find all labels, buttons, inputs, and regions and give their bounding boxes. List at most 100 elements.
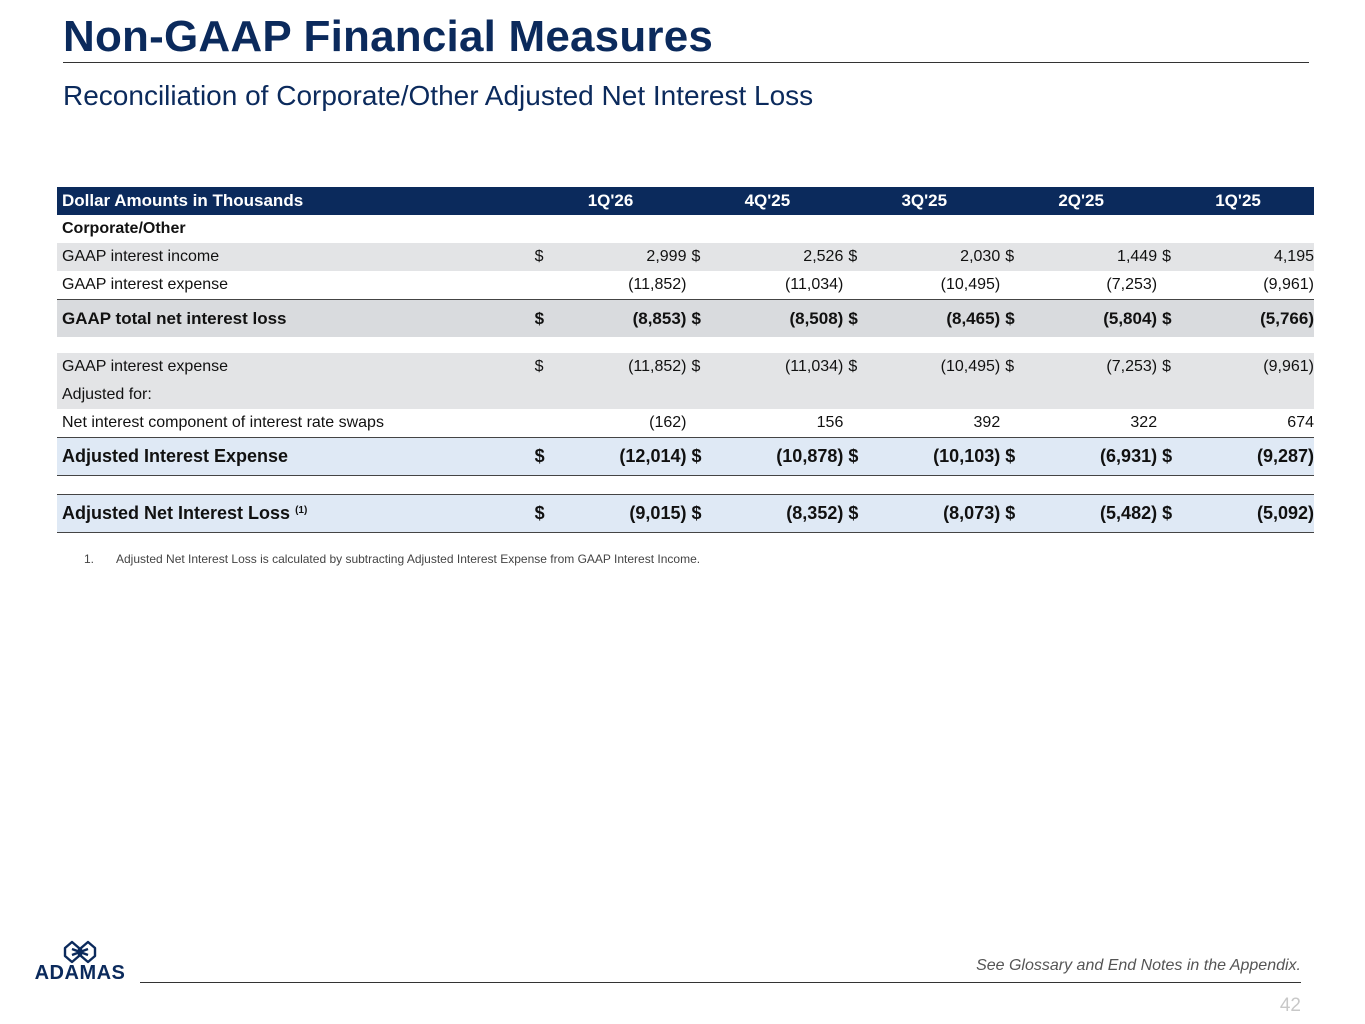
cell-value: (162) [649, 414, 687, 431]
cell-value: (11,852) [569, 353, 687, 381]
dollar-sign: $ [843, 437, 884, 476]
column-header: 1Q'25 [1157, 187, 1314, 215]
dollar-sign [530, 409, 570, 438]
cell-value: (8,073) [883, 494, 1001, 533]
dollar-sign [686, 271, 726, 300]
dollar-sign: $ [1157, 243, 1198, 271]
reconciliation-table: Dollar Amounts in Thousands 1Q'26 4Q'25 … [57, 187, 1314, 533]
cell-value: 156 [816, 414, 844, 431]
dollar-sign [686, 409, 726, 438]
cell-value: (10,495) [940, 276, 1001, 293]
cell-value: (9,961) [1263, 276, 1314, 293]
column-header: 2Q'25 [1000, 187, 1158, 215]
cell-value: (8,508) [726, 299, 844, 337]
dollar-sign: $ [1000, 353, 1041, 381]
dollar-sign: $ [529, 353, 570, 381]
cell-value: (9,287) [1197, 437, 1314, 476]
cell-value: 674 [1287, 414, 1314, 431]
row-label: Adjusted Net Interest Loss (1) [57, 494, 530, 533]
dollar-sign [1157, 409, 1197, 438]
dollar-sign: $ [1000, 494, 1041, 533]
total-row: Adjusted Interest Expense $ (12,014) $ (… [57, 437, 1314, 476]
row-label: GAAP interest income [57, 243, 530, 271]
cell-value: 322 [1130, 414, 1158, 431]
dollar-sign: $ [686, 437, 727, 476]
dollar-sign [530, 271, 570, 300]
dollar-sign: $ [843, 494, 884, 533]
cell-value: (11,034) [784, 276, 844, 293]
cell-value: (5,482) [1040, 494, 1158, 533]
dollar-sign: $ [686, 299, 727, 337]
cell-value: 392 [973, 414, 1001, 431]
cell-value: (8,352) [726, 494, 844, 533]
table-row: GAAP interest expense (11,852) (11,034) … [57, 271, 1314, 300]
dollar-sign [1157, 271, 1197, 300]
section-row: Corporate/Other [57, 215, 1314, 243]
dollar-sign: $ [686, 494, 727, 533]
row-label: Adjusted Interest Expense [57, 437, 530, 476]
dollar-sign [843, 409, 883, 438]
cell-value: (12,014) [569, 437, 687, 476]
table-row: Adjusted for: [57, 381, 1314, 409]
cell-value: (5,092) [1197, 494, 1314, 533]
page-title: Non-GAAP Financial Measures [63, 12, 714, 61]
footnote: 1. Adjusted Net Interest Loss is calculat… [84, 552, 700, 566]
cell-value: (7,253) [1040, 353, 1158, 381]
title-divider [63, 62, 1309, 63]
cell-value: 1,449 [1040, 243, 1158, 271]
cell-value: (11,852) [628, 276, 687, 293]
dollar-sign: $ [686, 353, 727, 381]
row-label: Net interest component of interest rate … [62, 414, 384, 431]
dollar-sign [1000, 271, 1040, 300]
row-label: GAAP total net interest loss [57, 299, 530, 337]
header-label: Dollar Amounts in Thousands [57, 187, 530, 215]
page-subtitle: Reconciliation of Corporate/Other Adjust… [63, 80, 814, 111]
footnote-number: 1. [84, 552, 95, 566]
column-header: 4Q'25 [686, 187, 844, 215]
table-row: Net interest component of interest rate … [57, 409, 1314, 438]
spacer-row [57, 337, 1314, 353]
cell-value: (9,015) [569, 494, 687, 533]
cell-value: (6,931) [1040, 437, 1158, 476]
cell-value: (5,766) [1197, 299, 1314, 337]
dollar-sign: $ [1157, 299, 1198, 337]
logo-wordmark: ADAMAS [34, 962, 126, 984]
cell-value: (5,804) [1040, 299, 1158, 337]
dollar-sign [843, 271, 883, 300]
cell-value: (9,961) [1197, 353, 1314, 381]
cell-value: (7,253) [1106, 276, 1158, 293]
cell-value: (8,465) [883, 299, 1001, 337]
column-header: 1Q'26 [529, 187, 687, 215]
footnote-ref: (1) [295, 505, 308, 516]
adamas-logo-icon [63, 940, 97, 964]
cell-value: (11,034) [726, 353, 844, 381]
cell-value: (8,853) [569, 299, 687, 337]
dollar-sign: $ [843, 299, 884, 337]
cell-value: 4,195 [1197, 243, 1314, 271]
footer-divider [140, 982, 1301, 983]
total-row: Adjusted Net Interest Loss (1) $ (9,015)… [57, 494, 1314, 533]
column-header: 3Q'25 [843, 187, 1001, 215]
dollar-sign: $ [529, 243, 570, 271]
dollar-sign [1000, 409, 1040, 438]
cell-value: (10,878) [726, 437, 844, 476]
dollar-sign: $ [843, 353, 884, 381]
row-label: Adjusted for: [57, 381, 1314, 409]
dollar-sign: $ [529, 299, 570, 337]
row-label-text: Adjusted Net Interest Loss [62, 503, 291, 523]
page-number: 42 [1279, 995, 1301, 1016]
total-row: GAAP total net interest loss $ (8,853) $… [57, 299, 1314, 337]
table-header-row: Dollar Amounts in Thousands 1Q'26 4Q'25 … [57, 187, 1314, 215]
dollar-sign: $ [529, 494, 570, 533]
table-row: GAAP interest expense $ (11,852) $ (11,0… [57, 353, 1314, 381]
dollar-sign: $ [686, 243, 727, 271]
dollar-sign: $ [529, 437, 570, 476]
company-logo: ADAMAS [26, 940, 134, 988]
cell-value: 2,999 [569, 243, 687, 271]
row-label: GAAP interest expense [62, 276, 229, 293]
dollar-sign: $ [1157, 353, 1198, 381]
dollar-sign: $ [1157, 437, 1198, 476]
row-label: GAAP interest expense [57, 353, 530, 381]
dollar-sign: $ [1157, 494, 1198, 533]
cell-value: (10,103) [883, 437, 1001, 476]
